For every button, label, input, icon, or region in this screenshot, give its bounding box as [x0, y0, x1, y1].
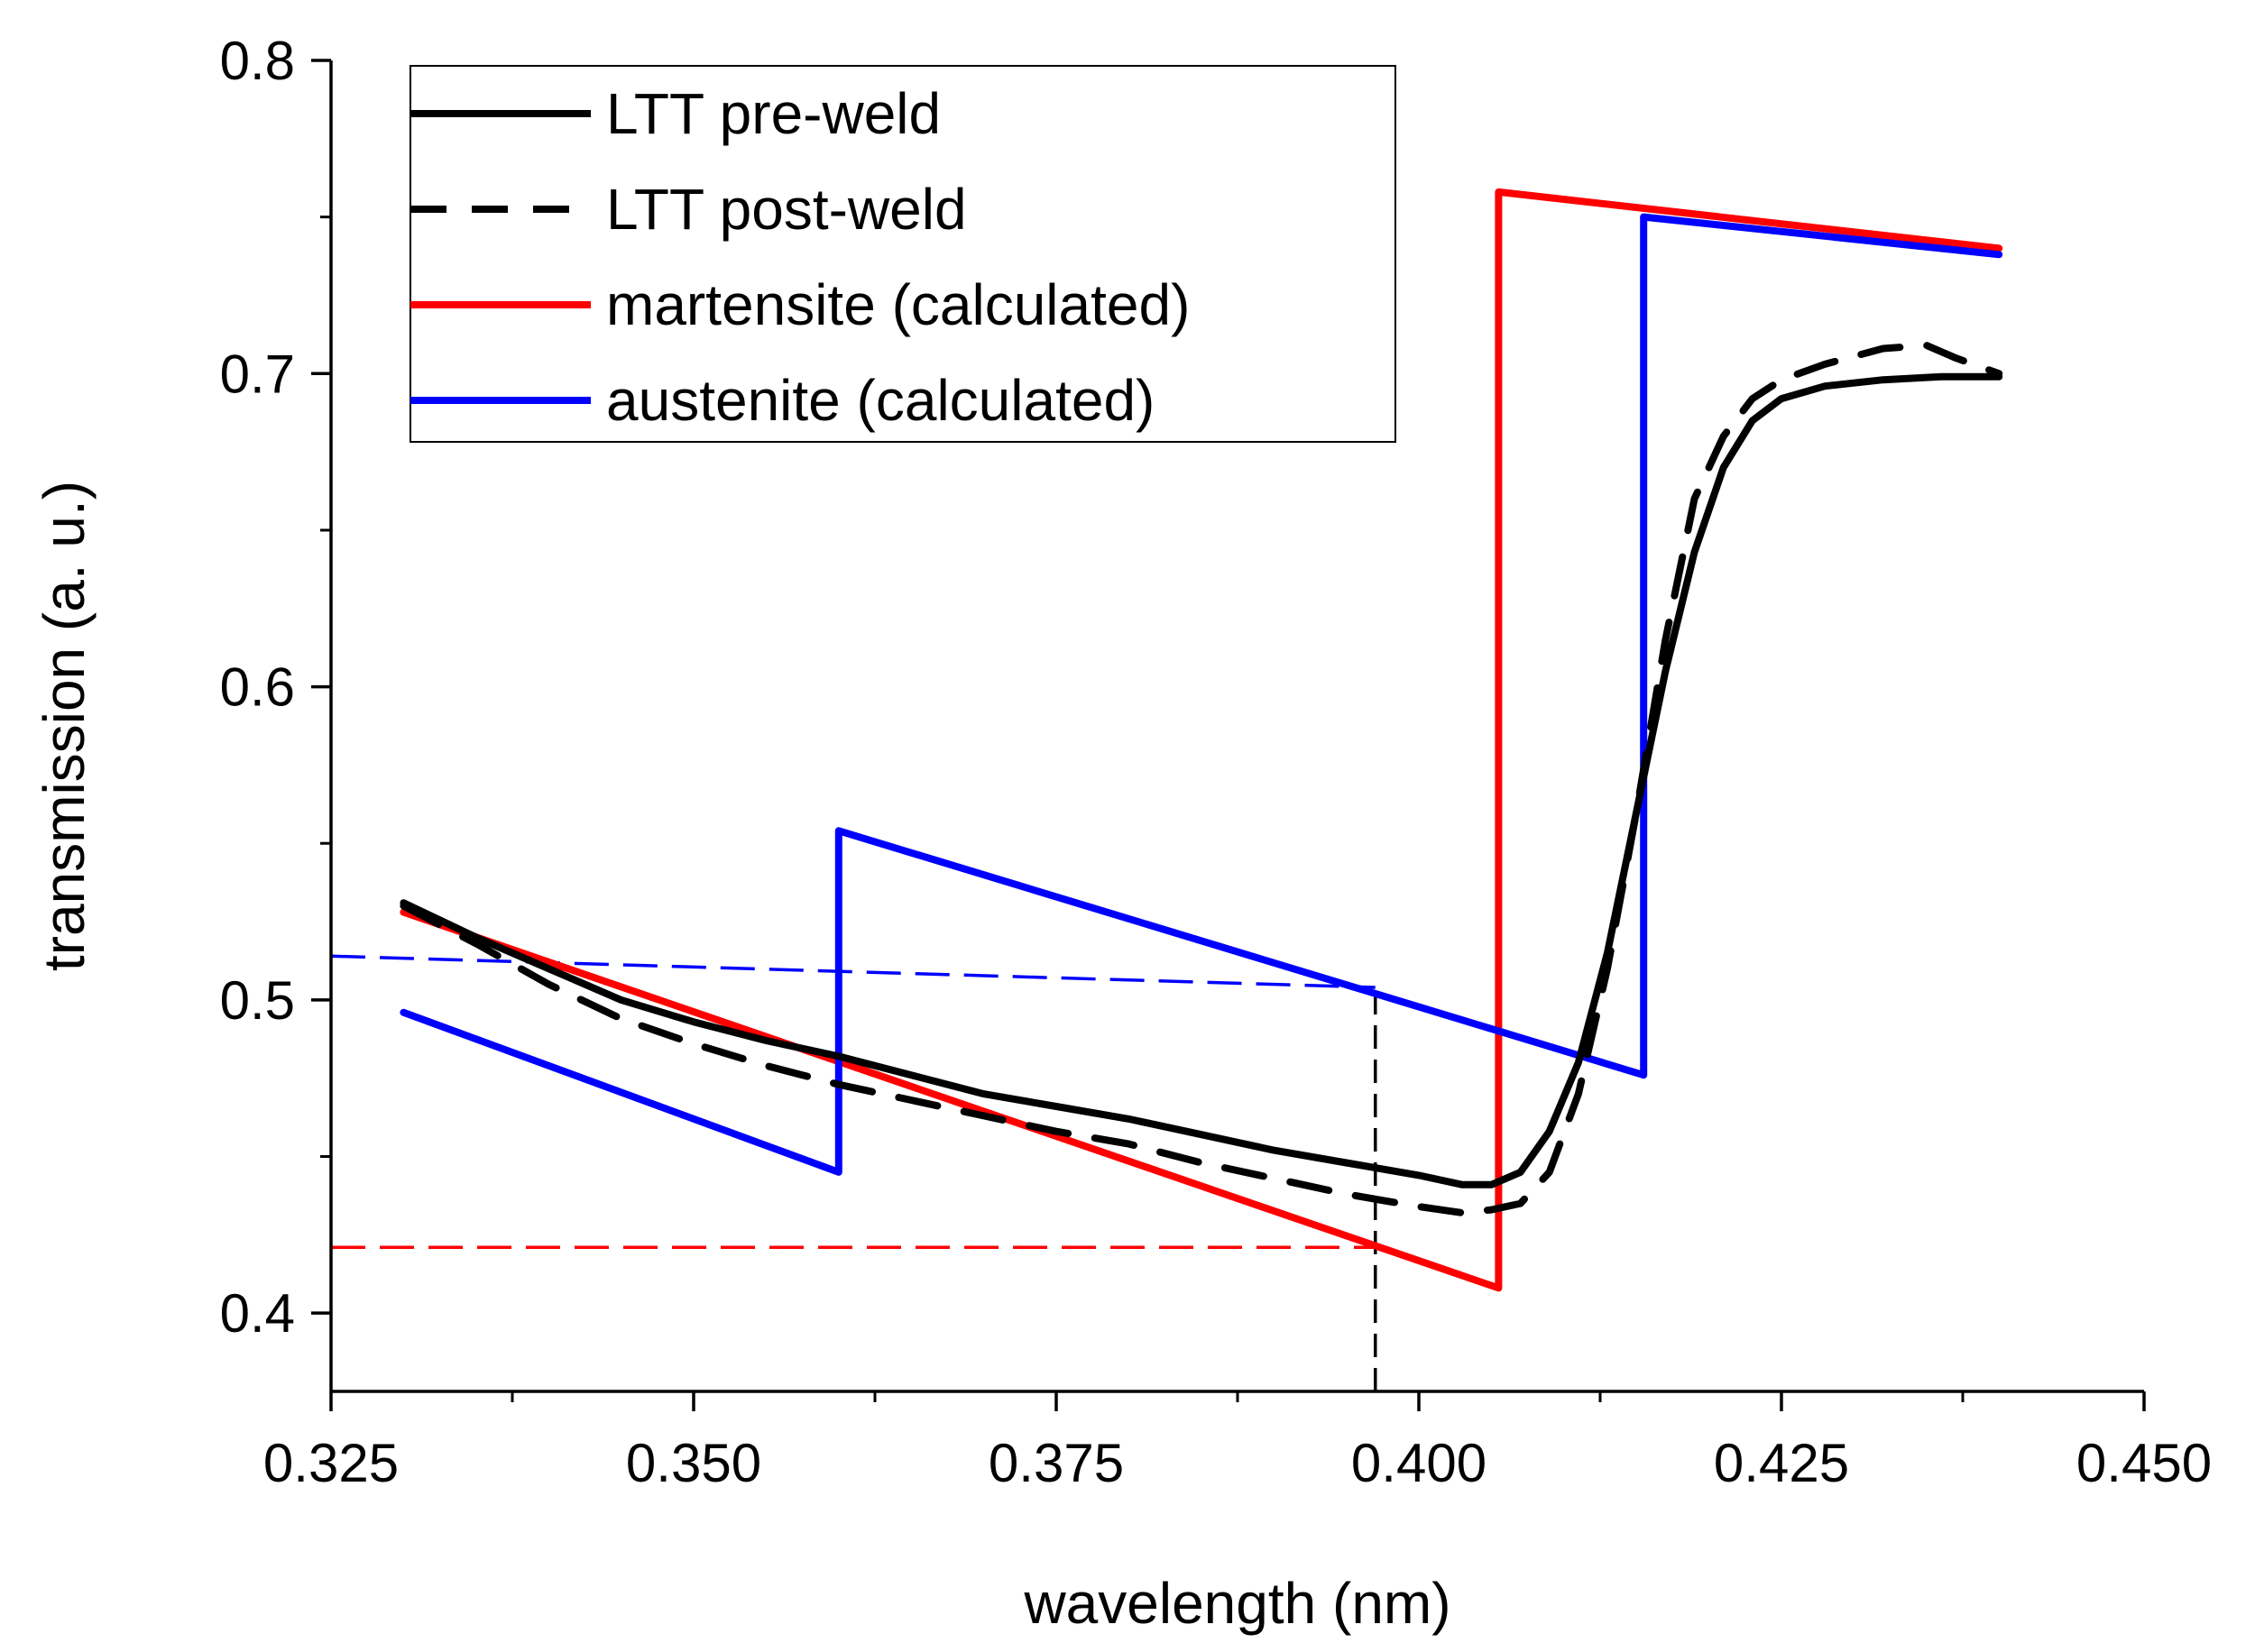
series-line-austenite-calculated: [400, 213, 2003, 1176]
y-tick-label: 0.8: [220, 31, 295, 91]
x-tick-label: 0.325: [263, 1433, 399, 1493]
x-tick-label: 0.375: [989, 1433, 1124, 1493]
x-tick-label: 0.450: [2076, 1433, 2212, 1493]
legend-label-pre-weld: LTT pre-weld: [606, 81, 941, 146]
series-line-martensite-calculated: [400, 188, 2003, 1292]
legend-label-post-weld: LTT post-weld: [606, 177, 967, 242]
legend-label-martensite: martensite (calculated): [606, 272, 1190, 337]
y-axis-title: transmission (a. u.): [32, 481, 97, 971]
legend: LTT pre-weld LTT post-weld martensite (c…: [410, 65, 1396, 443]
legend-label-austenite: austenite (calculated): [606, 368, 1155, 433]
plot-area: 0.325 0.350 0.375 0.400 0.425 0.450 0.4 0.5 0.6 0…: [220, 31, 2213, 1493]
reference-lines: [330, 954, 1377, 1391]
x-tick-label: 0.425: [1714, 1433, 1849, 1493]
y-tick-label: 0.7: [220, 344, 295, 404]
ticks: 0.325 0.350 0.375 0.400 0.425 0.450 0.4 0.5 0.6 0…: [220, 31, 2213, 1493]
x-tick-label: 0.400: [1351, 1433, 1486, 1493]
series-line-ltt-pre-weld: [400, 372, 2003, 1189]
data-series: [400, 188, 2003, 1292]
austenite-reference-line: [330, 954, 1376, 989]
series-line-ltt-post-weld: [400, 342, 2003, 1216]
y-tick-label: 0.5: [220, 970, 295, 1031]
legend-frame: [410, 65, 1396, 443]
y-tick-label: 0.6: [220, 657, 295, 718]
x-tick-label: 0.350: [626, 1433, 761, 1493]
x-axis-title: wavelength (nm): [1023, 1571, 1450, 1636]
y-tick-label: 0.4: [220, 1283, 295, 1344]
